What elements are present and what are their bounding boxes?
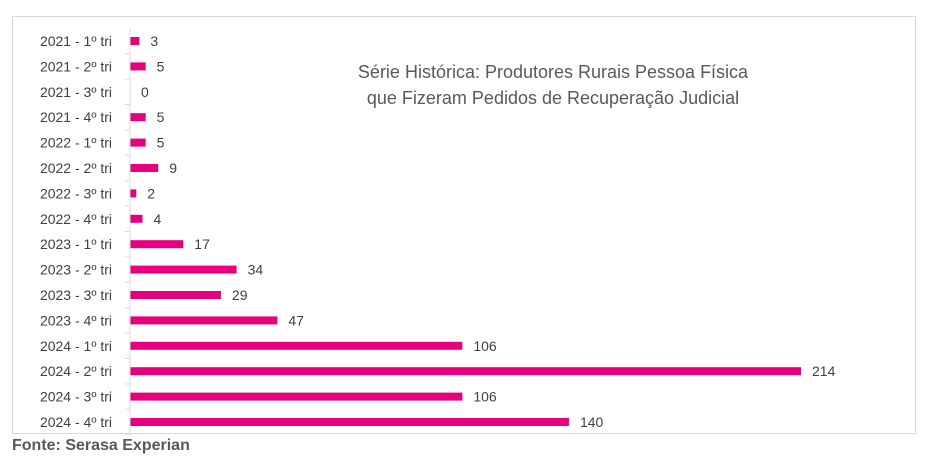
bar (130, 240, 184, 249)
bar (130, 418, 569, 426)
bar (130, 341, 463, 350)
category-label: 2021 - 3º tri (40, 84, 112, 100)
bar (130, 214, 143, 223)
category-label: 2022 - 4º tri (40, 211, 112, 227)
bar (130, 189, 137, 198)
source-note: Fonte: Serasa Experian (12, 437, 190, 454)
bar (130, 37, 140, 45)
data-label: 3 (150, 33, 158, 49)
data-label: 214 (812, 363, 836, 379)
bar (130, 113, 146, 122)
data-label: 29 (232, 287, 248, 303)
data-label: 2 (147, 185, 155, 201)
bar (130, 316, 278, 325)
data-label: 5 (157, 58, 165, 74)
data-label: 17 (194, 236, 210, 252)
data-label: 34 (248, 262, 264, 278)
data-label: 140 (580, 414, 604, 430)
category-label: 2022 - 1º tri (40, 135, 112, 151)
data-label: 0 (141, 84, 149, 100)
chart-title: Série Histórica: Produtores Rurais Pesso… (357, 62, 749, 108)
category-label: 2021 - 4º tri (40, 109, 112, 125)
bar (130, 392, 463, 401)
bar (130, 138, 146, 147)
bar (130, 367, 801, 376)
bar (130, 291, 221, 299)
category-label: 2021 - 2º tri (40, 58, 112, 74)
data-label: 106 (473, 338, 497, 354)
category-label: 2024 - 2º tri (40, 363, 112, 379)
category-label: 2022 - 2º tri (40, 160, 112, 176)
category-label: 2023 - 3º tri (40, 287, 112, 303)
category-label: 2024 - 3º tri (40, 389, 112, 405)
data-label: 106 (473, 389, 497, 405)
bar (130, 62, 146, 71)
category-label: 2023 - 1º tri (40, 236, 112, 252)
bar (130, 164, 159, 172)
category-label: 2022 - 3º tri (40, 185, 112, 201)
category-label: 2021 - 1º tri (40, 33, 112, 49)
data-label: 5 (157, 109, 165, 125)
category-label: 2023 - 4º tri (40, 312, 112, 328)
category-label: 2024 - 1º tri (40, 338, 112, 354)
chart-frame: Série Histórica: Produtores Rurais Pesso… (12, 16, 916, 434)
data-label: 9 (169, 160, 177, 176)
category-label: 2023 - 2º tri (40, 262, 112, 278)
data-label: 4 (154, 211, 162, 227)
data-label: 5 (157, 135, 165, 151)
bar (130, 265, 237, 274)
category-label: 2024 - 4º tri (40, 414, 112, 430)
data-label: 47 (288, 312, 304, 328)
